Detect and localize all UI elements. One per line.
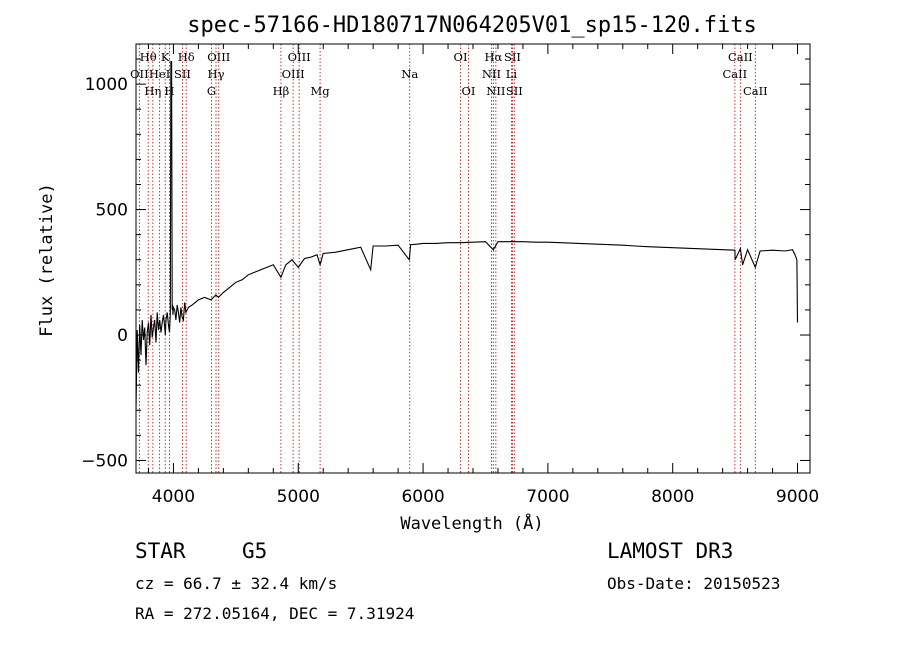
line-label-23: SII	[506, 84, 523, 98]
line-label-26: CaII	[743, 84, 768, 98]
line-label-14: Mg	[311, 84, 331, 98]
axis-ticks: 4000 5000 6000 7000 8000 9000 −500 0 500 1000	[81, 44, 819, 507]
y-tick-label-1: 0	[117, 326, 128, 346]
line-label-17: OI	[462, 84, 476, 98]
y-tick-label-0: −500	[81, 451, 128, 471]
y-axis-label: Flux (relative)	[37, 183, 57, 337]
spectral-line-markers	[138, 44, 756, 473]
line-label-19: NII	[482, 67, 501, 81]
line-label-24: CaII	[728, 50, 753, 64]
line-label-16: OI	[454, 50, 468, 64]
y-tick-label-2: 500	[96, 201, 128, 221]
redshift-cz: cz = 66.7 ± 32.4 km/s	[135, 574, 338, 593]
line-label-7: SII	[174, 67, 191, 81]
y-tick-label-3: 1000	[85, 75, 128, 95]
line-label-0: Hθ	[140, 50, 157, 64]
chart-title: spec-57166-HD180717N064205V01_sp15-120.f…	[187, 13, 757, 38]
line-label-20: NII	[486, 84, 505, 98]
line-label-22: Li	[506, 67, 518, 81]
x-tick-label-1: 5000	[277, 487, 320, 507]
line-label-12: OIII	[288, 50, 311, 64]
object-subclass: G5	[242, 539, 268, 563]
line-label-10: G	[207, 84, 216, 98]
x-axis-label: Wavelength (Å)	[400, 512, 543, 534]
line-label-6: Hδ	[178, 50, 195, 64]
line-label-3: HeI	[149, 67, 170, 81]
x-tick-label-5: 9000	[776, 487, 819, 507]
object-class: STAR	[135, 539, 186, 563]
line-label-8: OIII	[207, 50, 230, 64]
line-label-11: Hβ	[273, 84, 290, 98]
line-label-9: Hγ	[208, 67, 225, 81]
line-label-15: Na	[401, 67, 418, 81]
plot-frame	[135, 43, 811, 474]
coordinates: RA = 272.05164, DEC = 7.31924	[135, 604, 415, 623]
spectral-line-labels: Hθ OII Hη HeI K H Hδ SII OIII Hγ G Hβ OIII OIII Mg Na OI…	[130, 50, 768, 98]
line-label-2: Hη	[144, 84, 161, 98]
line-label-4: K	[161, 50, 170, 64]
line-label-5: H	[164, 84, 174, 98]
x-tick-label-0: 4000	[152, 487, 195, 507]
line-label-21: SII	[504, 50, 521, 64]
line-label-1: OII	[130, 67, 149, 81]
survey-name: LAMOST DR3	[607, 539, 734, 563]
x-tick-label-4: 8000	[651, 487, 694, 507]
line-label-18: Hα	[484, 50, 502, 64]
observation-date: Obs-Date: 20150523	[607, 574, 781, 593]
x-tick-label-3: 7000	[526, 487, 569, 507]
x-tick-label-2: 6000	[401, 487, 444, 507]
line-label-25: CaII	[722, 67, 747, 81]
flux-series-line	[135, 61, 799, 411]
line-label-13: OIII	[282, 67, 305, 81]
